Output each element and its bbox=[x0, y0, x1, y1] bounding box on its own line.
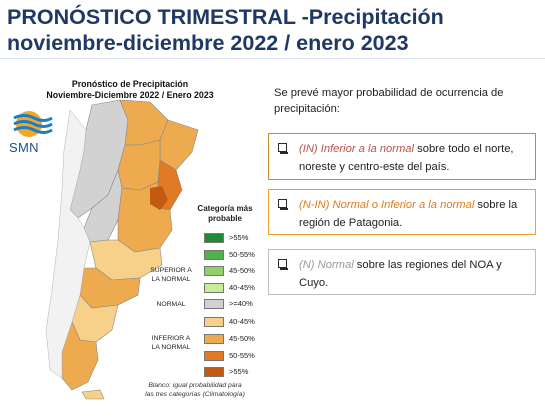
legend-title-line1: Categoría más bbox=[197, 204, 253, 213]
map-neighbor-chile bbox=[45, 109, 91, 379]
legend-group-above-line2: LA NORMAL bbox=[151, 276, 191, 283]
legend-group-normal-label: NORMAL bbox=[156, 301, 186, 308]
legend-swatch bbox=[204, 266, 224, 276]
precipitation-map bbox=[45, 99, 199, 400]
legend-title-line2: probable bbox=[208, 214, 242, 223]
legend-value: >=40% bbox=[229, 299, 253, 308]
legend-swatch bbox=[204, 334, 224, 344]
slide-title-line1: PRONÓSTICO TRIMESTRAL -Precipitación bbox=[7, 5, 444, 29]
map-title: Pronóstico de Precipitación Noviembre-Di… bbox=[10, 79, 250, 101]
legend-item: 40-45% bbox=[204, 317, 255, 327]
forecast-box-inferior-text: sobre todo el norte, noreste y centro-es… bbox=[299, 143, 514, 173]
legend-swatch bbox=[204, 351, 224, 361]
map-region-pampa-south bbox=[89, 239, 163, 281]
legend-item: 50-55% bbox=[204, 250, 255, 260]
legend-footnote-line2: las tres categorías (Climatología) bbox=[145, 391, 245, 398]
forecast-box-normal-inferior: (N-IN) Normal o Inferior a la normal sob… bbox=[268, 189, 536, 235]
legend-value: 40-45% bbox=[229, 317, 255, 326]
legend-value: 50-55% bbox=[229, 351, 255, 360]
legend-item: >55% bbox=[204, 233, 248, 243]
legend-group-above: SUPERIOR A LA NORMAL bbox=[143, 266, 199, 284]
legend-footnote-line1: Blanco: igual probabilidad para bbox=[148, 382, 242, 389]
legend-value: >55% bbox=[229, 233, 249, 242]
slide-title: PRONÓSTICO TRIMESTRAL -Precipitación nov… bbox=[7, 4, 542, 56]
legend-group-below-line2: LA NORMAL bbox=[151, 344, 191, 351]
forecast-box-normal-inferior-text: sobre la región de Patagonia. bbox=[299, 199, 518, 229]
legend-swatch bbox=[204, 283, 224, 293]
title-divider bbox=[0, 58, 545, 59]
legend-value: 45-50% bbox=[229, 334, 255, 343]
legend-value: 50-55% bbox=[229, 250, 255, 259]
legend-group-below: INFERIOR A LA NORMAL bbox=[143, 334, 199, 352]
forecast-box-inferior-lead: (IN) Inferior a la normal bbox=[299, 143, 415, 155]
legend-item: >=40% bbox=[204, 299, 253, 309]
legend-item: >55% bbox=[204, 367, 248, 377]
map-region-center bbox=[117, 181, 173, 253]
legend-value: 45-50% bbox=[229, 266, 255, 275]
legend-footnote: Blanco: igual probabilidad para las tres… bbox=[120, 381, 270, 399]
legend-value: 40-45% bbox=[229, 283, 255, 292]
map-title-line1: Pronóstico de Precipitación bbox=[71, 79, 189, 89]
forecast-box-normal-inferior-lead: (N-IN) Normal o Inferior a la normal bbox=[299, 199, 475, 211]
slide-title-line2: noviembre-diciembre 2022 / enero 2023 bbox=[7, 31, 409, 55]
legend-item: 45-50% bbox=[204, 334, 255, 344]
smn-sun-waves-icon bbox=[13, 111, 53, 137]
smn-logo-text: SMN bbox=[9, 140, 39, 155]
legend-title: Categoría más probable bbox=[190, 204, 260, 224]
map-region-tierra-del-fuego bbox=[81, 389, 105, 400]
checkbox-bullet-icon bbox=[278, 259, 288, 270]
forecast-box-inferior: (IN) Inferior a la normal sobre todo el … bbox=[268, 133, 536, 180]
forecast-intro: Se prevé mayor probabilidad de ocurrenci… bbox=[274, 87, 504, 115]
legend-swatch bbox=[204, 367, 224, 377]
legend-group-above-line1: SUPERIOR A bbox=[150, 267, 192, 274]
legend-swatch bbox=[204, 299, 224, 309]
legend-item: 50-55% bbox=[204, 351, 255, 361]
legend-group-normal: NORMAL bbox=[143, 300, 199, 309]
legend-group-below-line1: INFERIOR A bbox=[151, 335, 191, 342]
map-region-northeast bbox=[159, 119, 199, 171]
legend-swatch bbox=[204, 233, 224, 243]
checkbox-bullet-icon bbox=[278, 143, 288, 154]
forecast-box-normal-text: sobre las regiones del NOA y Cuyo. bbox=[299, 259, 502, 289]
legend-item: 45-50% bbox=[204, 266, 255, 276]
legend-swatch bbox=[204, 250, 224, 260]
map-region-center-north bbox=[117, 139, 161, 191]
forecast-box-normal-lead: (N) Normal bbox=[299, 259, 354, 271]
checkbox-bullet-icon bbox=[278, 199, 288, 210]
legend-value: >55% bbox=[229, 367, 249, 376]
legend-item: 40-45% bbox=[204, 283, 255, 293]
legend-swatch bbox=[204, 317, 224, 327]
map-region-core bbox=[150, 186, 168, 210]
forecast-box-normal: (N) Normal sobre las regiones del NOA y … bbox=[268, 249, 536, 295]
map-title-line2: Noviembre-Diciembre 2022 / Enero 2023 bbox=[46, 90, 214, 100]
